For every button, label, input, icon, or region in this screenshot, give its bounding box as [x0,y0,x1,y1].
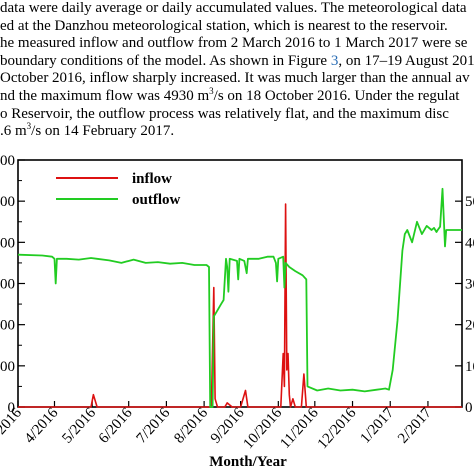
paragraph-line-5: October 2016, inflow sharply increased. … [0,70,470,87]
x-tick-label: 5/2016 [59,405,99,447]
y-tick-label-left: 000 [0,153,15,169]
paragraph-line-4: boundary conditions of the model. As sho… [0,53,474,71]
x-tick-label: 12/2016 [315,405,360,453]
chart-axes: 00000000000000001020304050 [0,153,474,416]
paragraph-line-8-b: /s on 14 February 2017. [31,123,175,140]
x-tick-label: 10/2016 [240,405,285,453]
paragraph-line-4-text: boundary conditions of the model. As sho… [0,52,331,69]
y-tick-label-left: 000 [0,194,15,210]
legend-label-outflow: outflow [132,192,181,208]
paragraph-line-4-rest: , on 17–19 August 201 [338,52,474,69]
y-tick-label-right: 40 [465,235,474,251]
x-tick-label: 3/2016 [0,405,25,447]
paragraph-line-8-a: .6 m [0,123,27,140]
series-line-inflow [18,203,462,408]
y-tick-label-left: 00 [0,359,15,375]
x-tick-label: 2/2017 [395,405,435,447]
y-tick-label-right: 50 [465,194,474,210]
superscript-3: 3 [209,85,214,96]
y-tick-label-left: 00 [0,235,15,251]
flow-chart: 00000000000000001020304050 inflowoutflow… [0,153,474,470]
y-tick-label-right: 10 [465,359,474,375]
paragraph-line-8: .6 m3/s on 14 February 2017. [0,121,474,141]
legend-label-inflow: inflow [132,171,172,187]
x-tick-label: 7/2016 [134,405,174,447]
x-tick-label: 11/2016 [277,405,322,452]
y-tick-label-left: 00 [0,318,15,334]
y-tick-label-right: 0 [465,400,473,416]
paragraph-line-6-a: nd the maximum flow was 4930 m [0,87,210,104]
paragraph-line-1: data were daily average or daily accumul… [0,0,467,16]
superscript-3-b: 3 [26,121,32,132]
plot-frame [17,159,463,408]
series-line-outflow [17,187,462,408]
figure-link[interactable]: 3 [330,52,339,69]
y-tick-label-left: 00 [0,277,15,293]
chart-legend: inflow outflow [56,171,181,208]
paragraph-line-6: nd the maximum flow was 4930 m3/s on 18 … [0,85,474,106]
x-tick-label: 1/2017 [357,405,397,447]
paragraph-text: data were daily average or daily accumul… [0,0,474,141]
paragraph-line-2: ed at the Danzhou meteorological station… [0,17,448,34]
chart-labels: 3/20164/20165/20166/20167/20168/20169/20… [0,405,435,470]
x-tick-label: 4/2016 [22,405,62,447]
x-axis-title: Month/Year [209,454,287,470]
y-tick-label-right: 20 [465,318,474,334]
x-tick-label: 8/2016 [171,405,211,447]
x-tick-label: 6/2016 [96,405,136,447]
y-tick-label-right: 30 [465,277,474,293]
paragraph-line-6-b: /s on 18 October 2016. Under the regulat [213,87,460,104]
chart-series [17,187,462,408]
paragraph-line-7: o Reservoir, the outflow process was rel… [0,105,449,122]
y-tick-label-left: 0 [8,400,16,416]
paragraph-line-3: he measured inflow and outflow from 2 Ma… [0,35,468,52]
